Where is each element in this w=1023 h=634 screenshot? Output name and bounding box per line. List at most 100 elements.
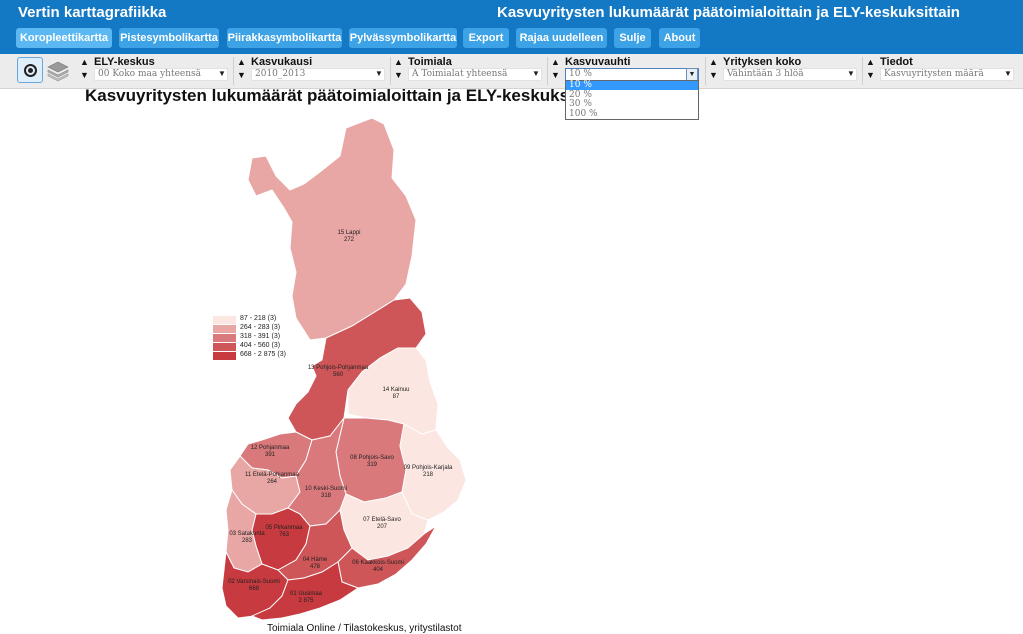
sort-down-icon[interactable]: ▼	[866, 70, 875, 80]
region-label-value: 763	[279, 532, 290, 538]
sort-up-icon[interactable]: ▲	[394, 57, 403, 67]
legend-swatch	[213, 334, 236, 342]
filter-label-kasvukausi: Kasvukausi	[251, 56, 313, 68]
region-label-value: 668	[249, 586, 260, 592]
map-source: Toimiala Online / Tilastokeskus, yrityst…	[267, 623, 462, 634]
sort-up-icon[interactable]: ▲	[866, 57, 875, 67]
region-label-name: 13 Pohjois-Pohjanmaa	[308, 365, 369, 371]
region-label-name: 07 Etelä-Savo	[363, 517, 401, 523]
sort-down-icon[interactable]: ▼	[551, 70, 560, 80]
toolbar-divider	[705, 57, 706, 85]
region-uusimaa[interactable]	[250, 561, 360, 621]
filter-label-kasvuvauhti: Kasvuvauhti	[565, 56, 631, 68]
tiedot-select[interactable]: Kasvuyritysten määrä	[880, 68, 1014, 81]
sort-up-icon[interactable]: ▲	[237, 57, 246, 67]
region-label-name: 14 Kainuu	[382, 387, 409, 393]
chevron-down-icon[interactable]: ▼	[532, 69, 540, 78]
nav-button-koropleettikartta[interactable]: Koropleettikartta	[16, 28, 112, 48]
nav-button-piirakkasymbolikartta[interactable]: Piirakkasymbolikartta	[227, 28, 342, 48]
region-label-name: 05 Pirkanmaa	[265, 525, 303, 531]
sort-up-icon[interactable]: ▲	[80, 57, 89, 67]
sort-down-icon[interactable]: ▼	[709, 70, 718, 80]
chevron-down-icon[interactable]: ▼	[1004, 69, 1012, 78]
map-title: Kasvuyritysten lukumäärät päätoimialoitt…	[85, 86, 610, 105]
chevron-down-icon[interactable]: ▼	[375, 69, 383, 78]
toolbar-divider	[390, 57, 391, 85]
radio-target-icon[interactable]	[17, 57, 43, 83]
legend-label: 318 - 391 (3)	[240, 333, 281, 340]
region-label-value: 264	[267, 479, 278, 485]
sulje-button[interactable]: Sulje	[614, 28, 651, 48]
region-label-name: 01 Uusimaa	[290, 591, 323, 597]
sort-down-icon[interactable]: ▼	[394, 70, 403, 80]
sort-up-icon[interactable]: ▲	[551, 57, 560, 67]
region-label-name: 06 Kaakkois-Suomi	[352, 560, 404, 566]
nav-button-pistesymbolikartta[interactable]: Pistesymbolikartta	[119, 28, 219, 48]
region-lappi[interactable]	[247, 117, 417, 341]
dropdown-option[interactable]: 20 %	[569, 89, 592, 100]
dropdown-option[interactable]: 30 %	[569, 99, 592, 109]
app-header: Vertin karttagrafiikka Kasvuyritysten lu…	[0, 0, 1023, 54]
filter-label-toimiala: Toimiala	[408, 56, 452, 68]
sort-down-icon[interactable]: ▼	[237, 70, 246, 80]
legend-label: 264 - 283 (3)	[240, 324, 281, 331]
region-label-value: 87	[393, 394, 400, 400]
toolbar-divider	[233, 57, 234, 85]
filter-kasvuvauhti: ▲ ▼ Kasvuvauhti 10 % ▼	[547, 55, 701, 87]
app-title: Vertin karttagrafiikka	[18, 4, 167, 21]
layers-icon[interactable]	[45, 57, 71, 83]
region-label-value: 207	[377, 524, 388, 530]
region-label-name: 02 Varsinais-Suomi	[228, 579, 280, 585]
region-label-name: 15 Lappi	[337, 230, 360, 236]
toolbar-divider	[862, 57, 863, 85]
legend-label: 668 - 2 875 (3)	[240, 351, 286, 358]
yrityksen-koko-select[interactable]: Vähintään 3 hlöä	[723, 68, 857, 81]
region-label-value: 272	[344, 237, 355, 243]
chevron-down-icon[interactable]: ▼	[847, 69, 855, 78]
filter-kasvukausi: ▲ ▼ Kasvukausi 2010_2013 ▼	[233, 55, 387, 87]
region-label-name: 03 Satakunta	[229, 531, 265, 537]
dropdown-option[interactable]: 100 %	[569, 108, 598, 119]
rajaa-uudelleen-button[interactable]: Rajaa uudelleen	[516, 28, 607, 48]
legend-label: 87 - 218 (3)	[240, 315, 277, 322]
kasvuvauhti-dropdown-list: 10 % 20 % 30 % 100 %	[565, 80, 699, 120]
sort-down-icon[interactable]: ▼	[80, 70, 89, 80]
region-label-name: 11 Etelä-Pohjanmaa	[245, 472, 300, 478]
region-label-value: 2 875	[298, 598, 314, 604]
radio-ring	[24, 64, 37, 77]
region-pohjois-karjala[interactable]	[399, 423, 467, 521]
dropdown-option[interactable]: 10 %	[566, 81, 698, 90]
toimiala-select[interactable]: A Toimialat yhteensä	[408, 68, 542, 81]
region-label-value: 218	[423, 472, 434, 478]
ely-keskus-select[interactable]: 00 Koko maa yhteensä	[94, 68, 228, 81]
toolbar-divider	[547, 57, 548, 85]
legend-swatch	[213, 352, 236, 360]
filter-label-ely-keskus: ELY-keskus	[94, 56, 155, 68]
region-label-name: 10 Keski-Suomi	[305, 486, 347, 492]
region-label-value: 478	[310, 564, 321, 570]
layers-icon-graphic	[47, 61, 69, 82]
about-button[interactable]: About	[659, 28, 700, 48]
region-label-value: 319	[367, 462, 378, 468]
kasvukausi-select[interactable]: 2010_2013	[251, 68, 385, 81]
region-label-value: 318	[321, 493, 332, 499]
region-label-value: 391	[265, 452, 276, 458]
region-label-value: 283	[242, 538, 253, 544]
region-label-name: 09 Pohjois-Karjala	[404, 465, 453, 471]
filter-label-tiedot: Tiedot	[880, 56, 913, 68]
legend-swatch	[213, 316, 236, 324]
region-label-name: 08 Pohjois-Savo	[350, 455, 394, 461]
sort-up-icon[interactable]: ▲	[709, 57, 718, 67]
chevron-down-icon[interactable]: ▼	[218, 69, 226, 78]
nav-button-pylvassymbolikartta[interactable]: Pylvässymbolikartta	[349, 28, 457, 48]
filter-yrityksen-koko: ▲ ▼ Yrityksen koko Vähintään 3 hlöä ▼	[705, 55, 859, 87]
region-label-value: 560	[333, 372, 344, 378]
region-label-name: 12 Pohjanmaa	[251, 445, 290, 451]
filter-label-yrityksen-koko: Yrityksen koko	[723, 56, 802, 68]
legend-label: 404 - 560 (3)	[240, 342, 281, 349]
filter-toimiala: ▲ ▼ Toimiala A Toimialat yhteensä ▼	[390, 55, 544, 87]
filter-tiedot: ▲ ▼ Tiedot Kasvuyritysten määrä ▼	[862, 55, 1016, 87]
legend-swatch	[213, 325, 236, 333]
export-button[interactable]: Export	[463, 28, 509, 48]
